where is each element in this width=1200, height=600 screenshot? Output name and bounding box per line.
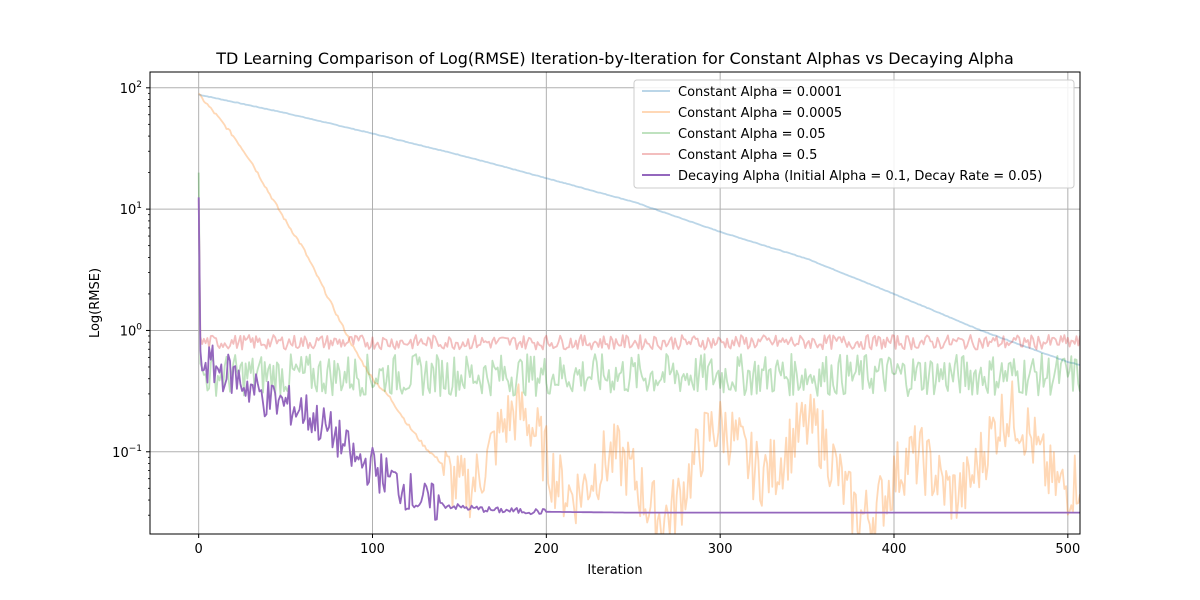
series-line-2 — [197, 172, 1080, 397]
y-tick-label: 100 — [120, 322, 143, 339]
legend-box — [633, 79, 1075, 189]
series-line-1 — [198, 92, 1080, 534]
plot-frame — [149, 71, 1081, 535]
legend-label: Constant Alpha = 0.05 — [678, 127, 826, 142]
x-tick-label: 100 — [360, 542, 385, 557]
series-line-0 — [198, 93, 1080, 366]
y-tick-label: 101 — [120, 201, 142, 218]
x-tick-label: 300 — [708, 542, 733, 557]
y-tick-label: 10−1 — [112, 444, 142, 461]
legend-label: Constant Alpha = 0.0005 — [678, 106, 842, 121]
legend-label: Decaying Alpha (Initial Alpha = 0.1, Dec… — [678, 169, 1042, 184]
x-tick-label: 400 — [882, 542, 907, 557]
x-tick-label: 0 — [195, 542, 203, 557]
legend: Constant Alpha = 0.0001 Constant Alpha = … — [633, 79, 1075, 189]
series-layer — [197, 92, 1080, 534]
y-tick-label: 102 — [120, 80, 142, 97]
chart-title: TD Learning Comparison of Log(RMSE) Iter… — [215, 49, 1014, 68]
x-tick-label: 200 — [534, 542, 559, 557]
series-line-4 — [197, 197, 1080, 521]
y-axis: 10−1 100 101 102 — [112, 80, 150, 516]
x-axis-label: Iteration — [587, 563, 642, 578]
y-axis-label: Log(RMSE) — [88, 268, 103, 338]
x-axis: 0 100 200 300 400 500 — [195, 534, 1080, 557]
series-line-3 — [197, 199, 1080, 351]
legend-label: Constant Alpha = 0.5 — [678, 148, 817, 163]
legend-label: Constant Alpha = 0.0001 — [678, 85, 842, 100]
x-tick-label: 500 — [1055, 542, 1080, 557]
